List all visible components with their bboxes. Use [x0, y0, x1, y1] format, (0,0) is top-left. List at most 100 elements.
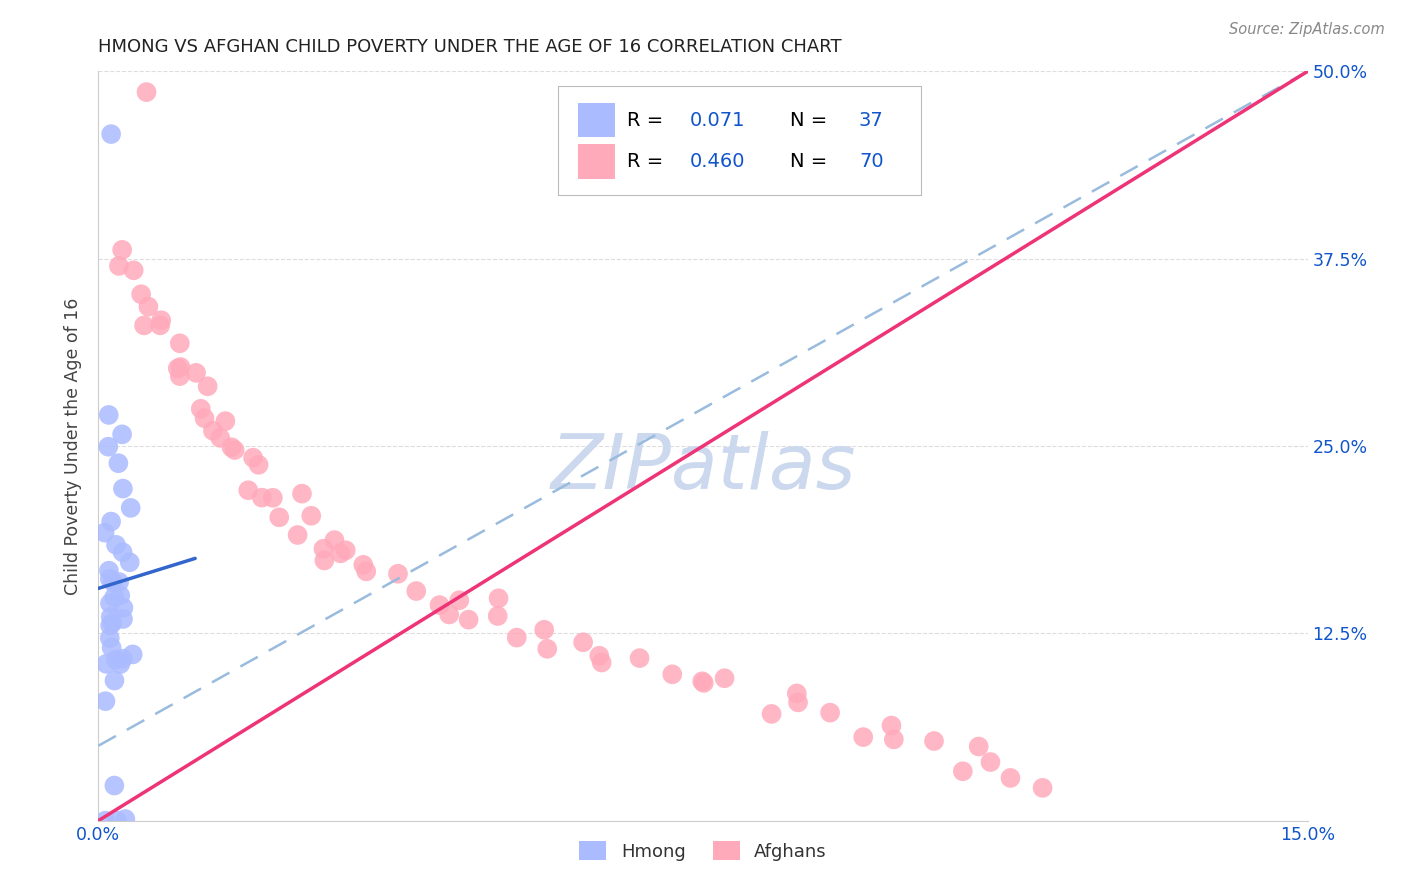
Point [110, 657, 132, 672]
Point [190, 401, 212, 416]
Point [94, 694, 117, 708]
Point [111, 545, 134, 559]
Point [314, 553, 336, 567]
Point [111, 243, 134, 257]
Point [104, 653, 127, 667]
Text: R =: R = [627, 152, 669, 170]
Point [100, 127, 122, 141]
Point [97, 564, 120, 578]
Point [110, 589, 132, 603]
Text: 37: 37 [859, 111, 884, 129]
Point [387, 566, 409, 581]
Point [149, 318, 172, 333]
Point [129, 287, 152, 301]
Point [108, 259, 131, 273]
Point [291, 486, 314, 500]
Point [118, 555, 141, 569]
Point [457, 613, 479, 627]
Point [486, 609, 509, 624]
Point [506, 631, 529, 645]
Y-axis label: Child Poverty Under the Age of 16: Child Poverty Under the Age of 16 [65, 297, 83, 595]
Point [166, 361, 188, 376]
Point [852, 730, 875, 744]
Point [103, 590, 125, 604]
Point [488, 591, 510, 606]
Point [536, 641, 558, 656]
Point [323, 533, 346, 547]
Point [312, 541, 335, 556]
Point [103, 779, 125, 793]
Point [628, 651, 651, 665]
Point [104, 538, 127, 552]
Point [250, 491, 273, 505]
Point [405, 584, 427, 599]
Point [247, 458, 270, 472]
Point [967, 739, 990, 754]
Point [329, 546, 352, 560]
Point [922, 734, 945, 748]
Point [101, 574, 124, 589]
Text: R =: R = [627, 111, 669, 129]
Point [100, 640, 122, 655]
Point [112, 600, 135, 615]
Point [193, 411, 215, 425]
Point [1000, 771, 1022, 785]
Point [883, 732, 905, 747]
Point [352, 558, 374, 572]
Text: Source: ZipAtlas.com: Source: ZipAtlas.com [1229, 22, 1385, 37]
Point [169, 336, 191, 351]
Point [533, 623, 555, 637]
Point [693, 676, 716, 690]
Text: 0.460: 0.460 [690, 152, 745, 170]
Text: ZIPatlas: ZIPatlas [550, 432, 856, 506]
Point [135, 85, 157, 99]
Point [238, 483, 260, 498]
Point [880, 718, 903, 732]
Point [132, 318, 155, 333]
Point [169, 359, 191, 374]
Point [100, 515, 122, 529]
Point [262, 491, 284, 505]
Point [93, 525, 115, 540]
Point [111, 651, 134, 665]
Point [591, 656, 613, 670]
Point [354, 565, 377, 579]
Point [786, 686, 808, 700]
Point [588, 648, 610, 663]
Point [661, 667, 683, 681]
Point [108, 575, 131, 590]
Point [979, 755, 1001, 769]
Point [96, 657, 118, 671]
Point [221, 440, 243, 454]
Point [437, 607, 460, 622]
Text: 70: 70 [859, 152, 883, 170]
Legend: Hmong, Afghans: Hmong, Afghans [572, 834, 834, 868]
Point [101, 615, 124, 630]
Point [98, 572, 121, 586]
Point [429, 598, 451, 612]
Point [98, 631, 121, 645]
Point [335, 543, 357, 558]
Point [100, 610, 122, 624]
Point [197, 379, 219, 393]
Point [111, 427, 134, 442]
Point [122, 263, 145, 277]
Point [572, 635, 595, 649]
FancyBboxPatch shape [558, 87, 921, 195]
Point [242, 450, 264, 465]
Point [299, 508, 322, 523]
Point [184, 366, 207, 380]
Point [224, 442, 246, 457]
Point [1032, 780, 1054, 795]
Point [761, 706, 783, 721]
FancyBboxPatch shape [578, 144, 614, 178]
Text: N =: N = [790, 111, 834, 129]
Point [107, 456, 129, 470]
Point [111, 482, 134, 496]
Point [98, 596, 121, 610]
Text: 0.071: 0.071 [690, 111, 745, 129]
Point [97, 408, 120, 422]
Point [690, 674, 713, 689]
Point [214, 414, 236, 428]
Text: HMONG VS AFGHAN CHILD POVERTY UNDER THE AGE OF 16 CORRELATION CHART: HMONG VS AFGHAN CHILD POVERTY UNDER THE … [98, 38, 842, 56]
